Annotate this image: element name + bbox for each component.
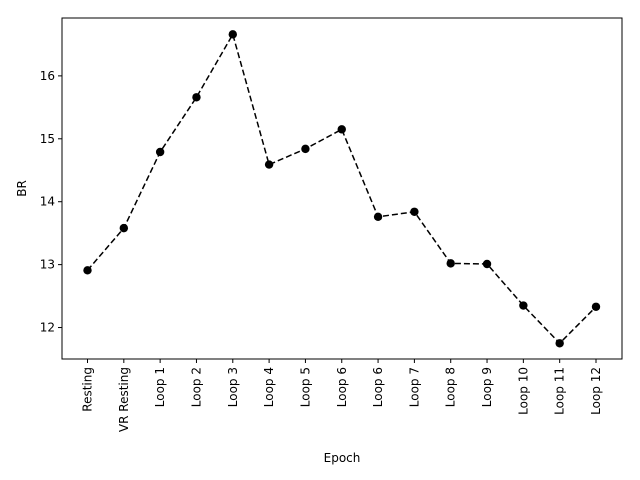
data-point [482, 259, 492, 269]
x-tick-label: VR Resting [117, 367, 131, 432]
y-axis-label: BR [15, 180, 29, 197]
data-point [373, 212, 383, 222]
data-point [446, 259, 455, 268]
data-point [301, 144, 310, 154]
y-tick-label: 14 [40, 195, 55, 209]
series-points [83, 30, 601, 348]
data-point [228, 30, 237, 39]
x-axis: Resting VR Resting Loop 1 Loop 2 Loop 3 Loop … [81, 359, 603, 432]
data-point [591, 302, 601, 311]
x-tick-label: Loop 2 [189, 367, 203, 407]
x-tick-label: Loop 9 [480, 367, 494, 407]
x-tick-label: Loop 11 [553, 367, 567, 415]
x-tick-label: Loop 4 [262, 367, 276, 407]
y-tick-label: 12 [40, 321, 55, 335]
x-tick-label: Loop 6 [371, 367, 385, 407]
y-axis: 12 13 14 15 16 [40, 69, 62, 335]
y-tick-label: 13 [40, 258, 55, 272]
plot-area [61, 17, 623, 360]
y-tick-label: 16 [40, 69, 55, 83]
x-tick-label: Loop 6 [335, 367, 349, 407]
x-tick-label: Loop 1 [153, 367, 167, 407]
data-point [410, 207, 419, 216]
x-tick-label: Loop 3 [226, 367, 240, 407]
data-point [192, 93, 201, 102]
x-tick-label: Loop 12 [589, 367, 603, 415]
x-axis-label: Epoch [324, 451, 361, 465]
data-point [83, 266, 92, 275]
data-point [519, 301, 528, 310]
data-point [119, 223, 129, 233]
x-tick-label: Loop 8 [444, 367, 458, 407]
data-point [264, 160, 274, 169]
x-tick-label: Loop 5 [298, 367, 312, 407]
x-tick-label: Loop 7 [407, 367, 421, 407]
x-tick-label: Resting [81, 367, 95, 412]
y-tick-label: 15 [40, 132, 55, 146]
series-line [86, 32, 597, 345]
data-point [155, 147, 165, 157]
data-point [337, 125, 346, 134]
data-point [555, 339, 564, 348]
x-tick-label: Loop 10 [516, 367, 530, 415]
